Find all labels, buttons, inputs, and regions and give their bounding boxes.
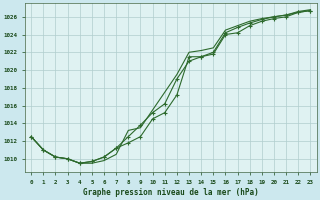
X-axis label: Graphe pression niveau de la mer (hPa): Graphe pression niveau de la mer (hPa): [83, 188, 259, 197]
